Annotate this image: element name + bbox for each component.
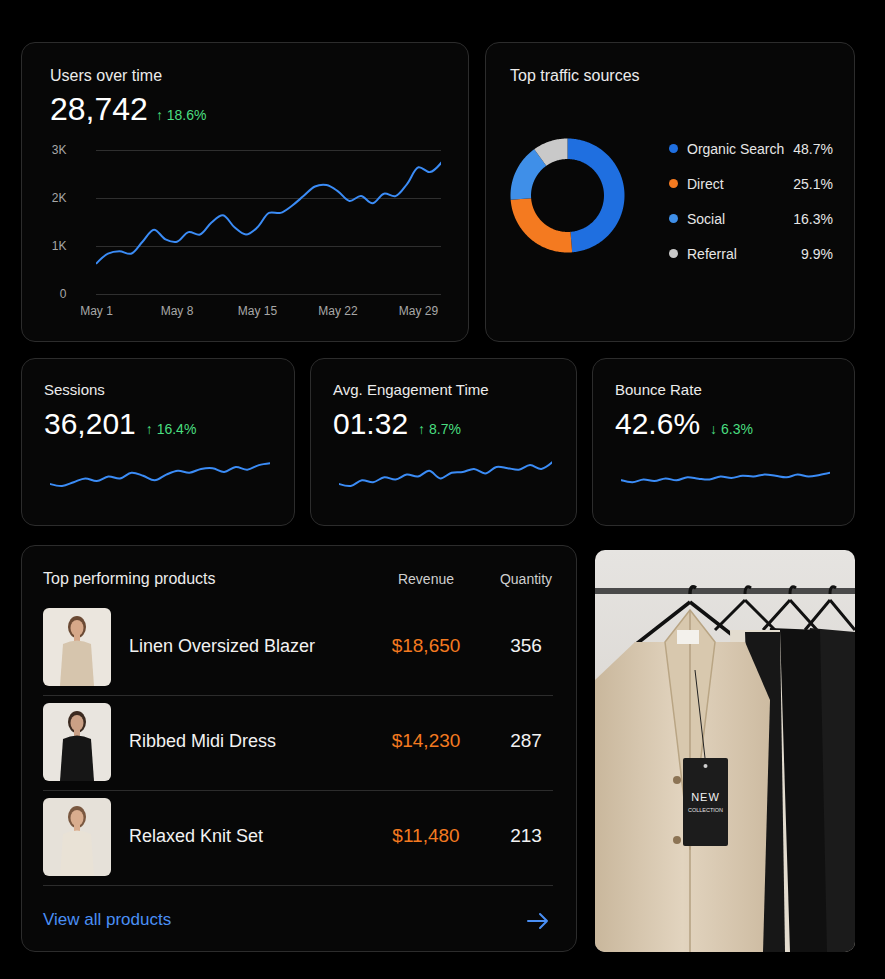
html-text:16.3%: 16.3% <box>793 210 833 227</box>
html-text:Sessions: Sessions <box>44 381 105 398</box>
html-text:48.7%: 48.7% <box>793 140 833 157</box>
svg-text:COLLECTION: COLLECTION <box>688 807 723 813</box>
svg-text:May 1: May 1 <box>80 304 113 318</box>
html-text:↑ 18.6%: ↑ 18.6% <box>155 107 207 123</box>
svg-text:3K: 3K <box>52 143 67 157</box>
html-text:$11,480: $11,480 <box>392 825 460 846</box>
html-text:Users over time: Users over time <box>50 67 162 84</box>
svg-text:0: 0 <box>60 287 67 301</box>
html-text:Ribbed Midi Dress: Ribbed Midi Dress <box>129 731 277 751</box>
html-text:Relaxed Knit Set: Relaxed Knit Set <box>129 826 264 846</box>
svg-text:May 22: May 22 <box>318 304 358 318</box>
html-text:Top performing products: Top performing products <box>43 570 216 587</box>
html-text:Social: Social <box>687 210 726 227</box>
html-text:Revenue: Revenue <box>398 571 454 587</box>
html-text:Avg. Engagement Time: Avg. Engagement Time <box>333 381 489 398</box>
html-text:01:32: 01:32 <box>333 407 409 440</box>
html-text:Linen Oversized Blazer: Linen Oversized Blazer <box>129 636 316 656</box>
html-text:25.1%: 25.1% <box>793 175 833 192</box>
svg-text:2K: 2K <box>52 191 67 205</box>
html-text:28,742: 28,742 <box>50 91 148 127</box>
html-text:Bounce Rate: Bounce Rate <box>615 381 702 398</box>
svg-text:May 29: May 29 <box>399 304 439 318</box>
svg-text:May 15: May 15 <box>238 304 278 318</box>
html-text:$18,650: $18,650 <box>391 635 461 656</box>
svg-text:NEW: NEW <box>691 791 720 803</box>
svg-text:May 8: May 8 <box>161 304 194 318</box>
html-text:36,201: 36,201 <box>44 407 136 440</box>
html-text:↑ 16.4%: ↑ 16.4% <box>145 421 197 437</box>
html-text:Top traffic sources: Top traffic sources <box>510 67 640 84</box>
html-text:$14,230: $14,230 <box>391 730 461 751</box>
svg-text:1K: 1K <box>52 239 67 253</box>
html-text:Referral: Referral <box>687 245 737 262</box>
html-text:9.9%: 9.9% <box>801 245 833 262</box>
html-text:356: 356 <box>510 635 542 656</box>
html-text:↓ 6.3%: ↓ 6.3% <box>710 421 753 437</box>
html-text:Organic Search: Organic Search <box>687 140 785 157</box>
html-text:213: 213 <box>510 825 542 846</box>
html-text:View all products: View all products <box>43 910 172 929</box>
html-text:287: 287 <box>510 730 542 751</box>
html-text:↑ 8.7%: ↑ 8.7% <box>418 421 461 437</box>
html-text:42.6%: 42.6% <box>615 407 701 440</box>
html-text:Quantity: Quantity <box>499 571 553 587</box>
html-text:Direct: Direct <box>687 175 724 192</box>
